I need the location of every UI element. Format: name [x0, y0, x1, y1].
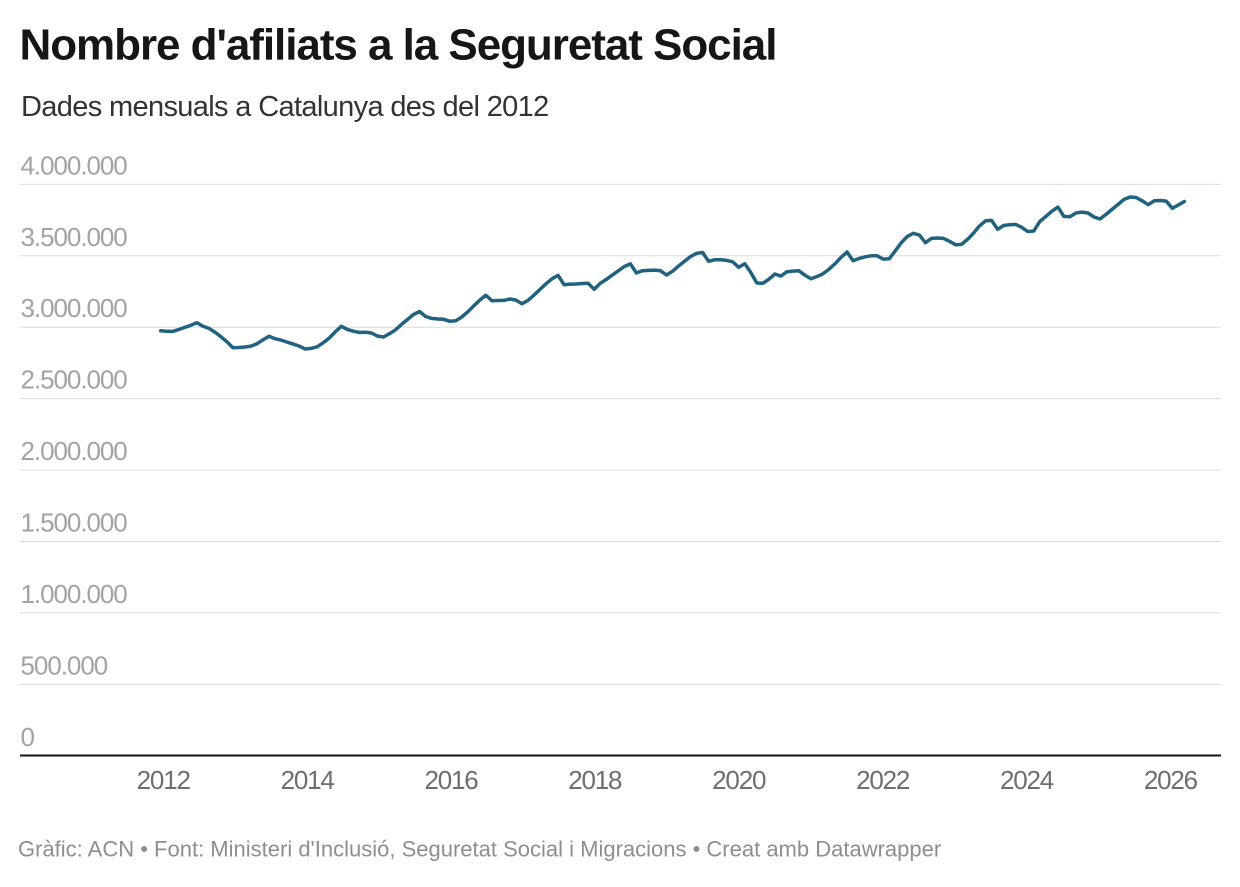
svg-text:500.000: 500.000 — [21, 650, 108, 680]
svg-text:2.000.000: 2.000.000 — [21, 436, 128, 466]
svg-text:Nombre d'afiliats a la Seguret: Nombre d'afiliats a la Seguretat Social — [20, 21, 777, 70]
svg-text:2018: 2018 — [568, 765, 622, 795]
svg-text:2016: 2016 — [424, 765, 478, 795]
svg-text:Gràfic: ACN • Font: Ministeri: Gràfic: ACN • Font: Ministeri d'Inclusió… — [18, 837, 941, 862]
svg-text:2026: 2026 — [1144, 765, 1198, 795]
svg-text:2014: 2014 — [281, 765, 335, 795]
svg-text:2.500.000: 2.500.000 — [21, 365, 128, 395]
svg-text:2024: 2024 — [1000, 765, 1054, 795]
svg-text:3.000.000: 3.000.000 — [21, 293, 128, 323]
svg-text:3.500.000: 3.500.000 — [21, 222, 128, 252]
svg-text:2020: 2020 — [712, 765, 766, 795]
svg-text:4.000.000: 4.000.000 — [21, 150, 128, 180]
svg-text:0: 0 — [21, 722, 35, 752]
svg-text:2022: 2022 — [856, 765, 910, 795]
svg-text:2012: 2012 — [137, 765, 191, 795]
svg-text:1.000.000: 1.000.000 — [21, 579, 128, 609]
svg-text:Dades mensuals a Catalunya des: Dades mensuals a Catalunya des del 2012 — [21, 91, 549, 123]
svg-text:1.500.000: 1.500.000 — [21, 508, 128, 538]
